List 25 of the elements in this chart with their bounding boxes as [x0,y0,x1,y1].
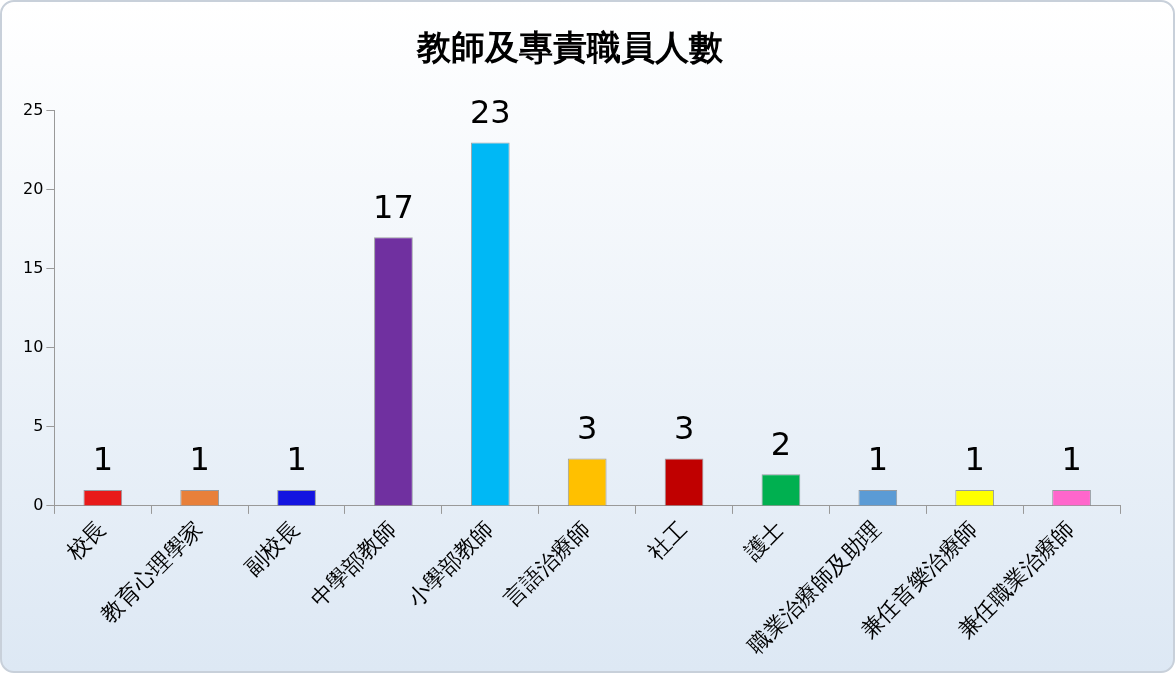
x-tick-label: 副校長 [239,516,305,581]
data-label: 1 [867,440,888,479]
data-label: 2 [770,424,792,463]
y-tick-label: 5 [33,416,44,436]
data-label: 1 [92,440,113,479]
data-label: 17 [373,187,414,226]
y-tick-label: 10 [23,337,44,357]
x-tick-label: 小學部教師 [402,516,498,612]
x-tick-label: 中學部教師 [305,516,402,612]
x-tick-label: 校長 [60,516,111,566]
y-tick-label: 0 [33,495,44,515]
y-tick-label: 20 [23,178,44,198]
y-tick-label: 25 [23,99,44,119]
x-tick-label: 護士 [739,516,789,565]
data-label: 1 [189,440,210,479]
data-label: 1 [964,440,985,479]
data-label: 23 [469,92,511,131]
data-label: 3 [673,408,695,447]
data-label: 1 [286,440,307,479]
y-tick-label: 15 [23,257,44,277]
data-label: 3 [577,408,598,447]
x-tick-label: 社工 [642,516,692,565]
x-tick-label: 言語治療師 [499,516,595,612]
data-label: 1 [1061,440,1082,479]
chart-title: 教師及專責職員人數 [416,27,724,68]
